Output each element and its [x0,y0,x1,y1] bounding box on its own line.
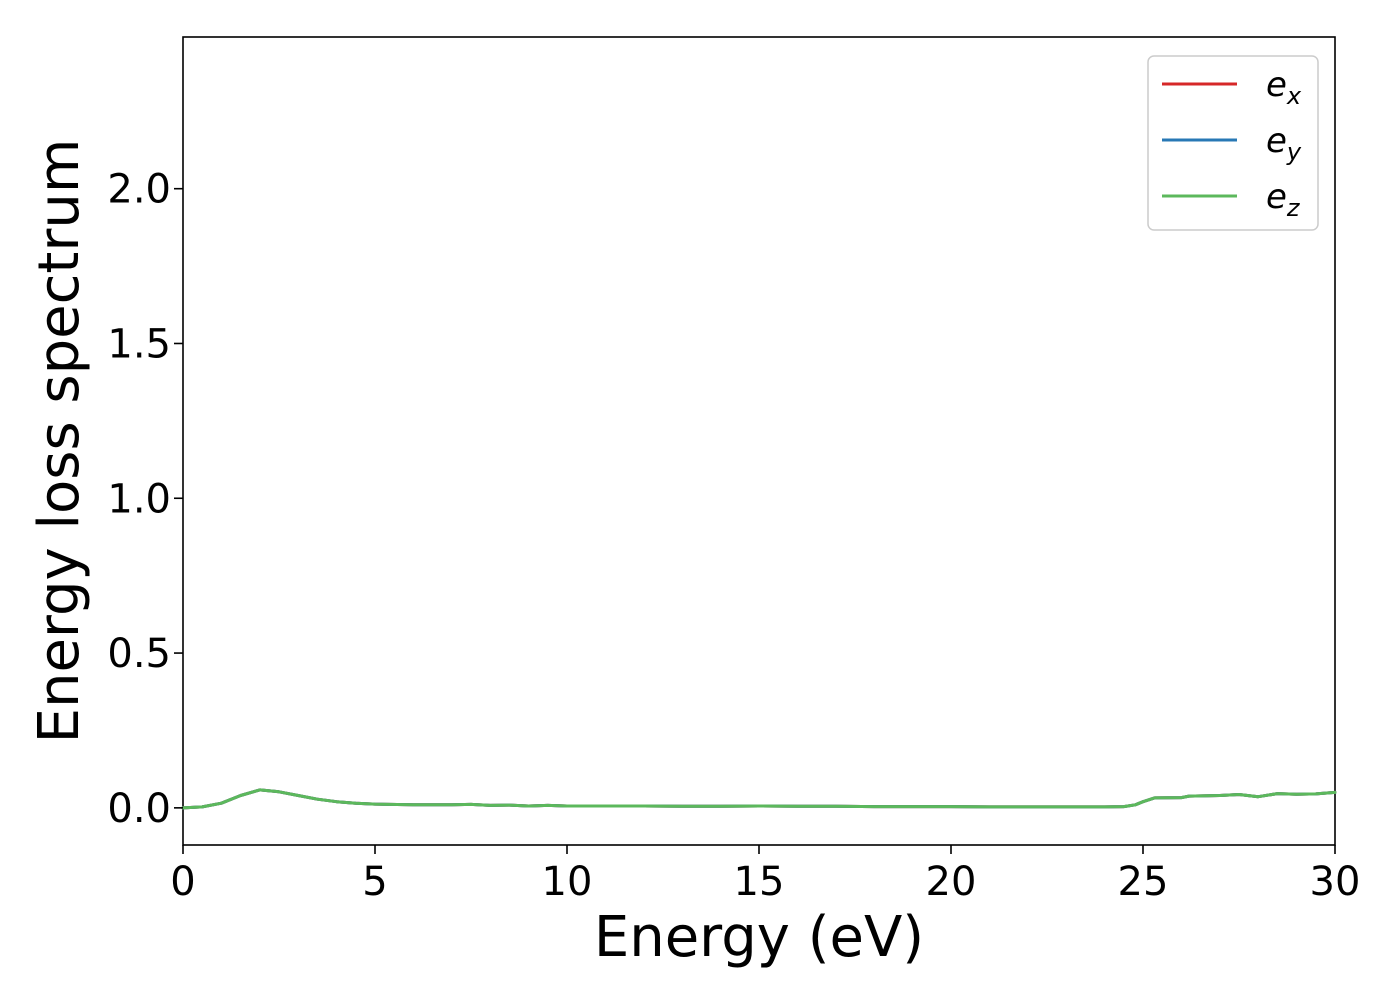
x-tick-label: 30 [1310,859,1361,905]
y-tick-label: 1.5 [107,321,171,367]
x-tick-label: 25 [1118,859,1169,905]
series-layer [181,788,1337,810]
x-tick-label: 0 [170,859,195,905]
y-tick-label: 0.0 [107,786,171,832]
y-axis: 0.0 0.5 1.0 1.5 2.0 [107,167,183,832]
legend-label-z: ez [1266,177,1301,222]
x-tick-label: 5 [362,859,387,905]
plot-frame [182,36,1336,846]
series-line-z [181,788,1337,810]
x-axis: 0 5 10 15 20 25 30 [170,845,1360,905]
y-tick-label: 0.5 [107,631,171,677]
plot-area [182,36,1336,846]
y-axis-title: Energy loss spectrum [27,139,92,744]
x-axis-title: Energy (eV) [594,905,924,970]
legend-box [1147,55,1319,231]
y-tick-label: 1.0 [107,476,171,522]
x-tick-label: 20 [926,859,977,905]
legend: ex ey ez [1147,55,1319,231]
legend-label-y: ey [1266,121,1302,166]
x-tick-label: 15 [734,859,785,905]
x-tick-label: 10 [542,859,593,905]
y-tick-label: 2.0 [107,167,171,213]
legend-label-x: ex [1266,65,1302,110]
